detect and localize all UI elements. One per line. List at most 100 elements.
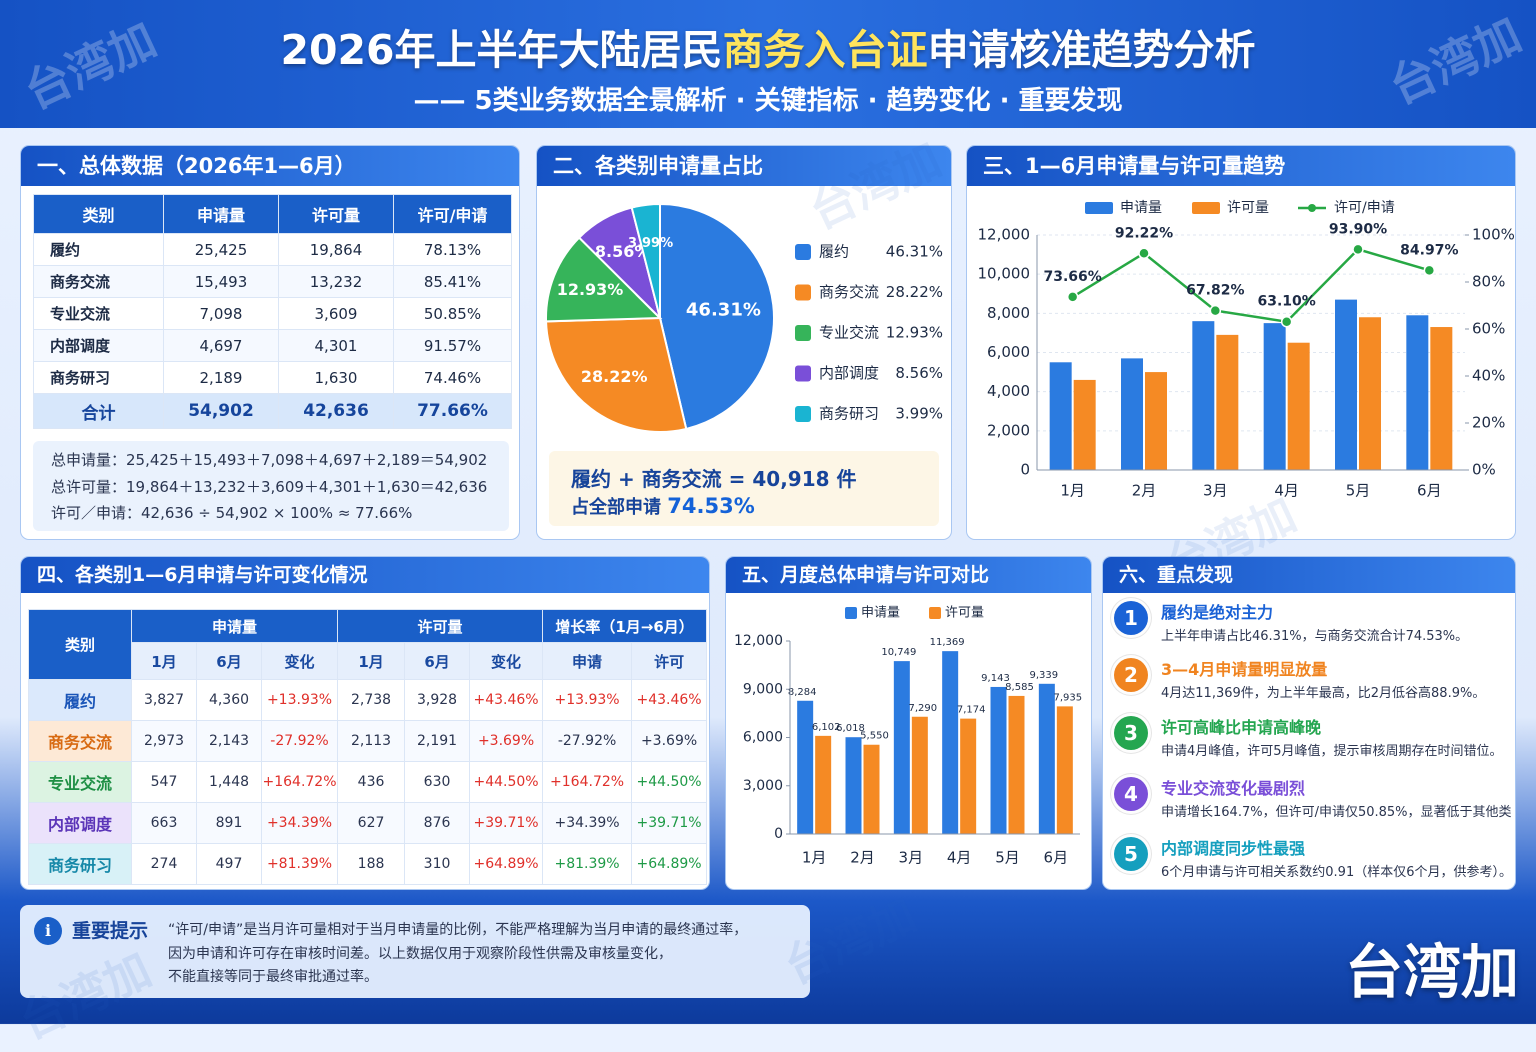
- table-cell: -27.92%: [260, 720, 339, 762]
- table-cell: +44.50%: [469, 761, 544, 803]
- finding-title: 许可高峰比申请高峰晚: [1161, 718, 1322, 737]
- table-row: 商务交流 15,493 13,232 85.41%: [33, 265, 512, 298]
- table-row: 商务研习 2,189 1,630 74.46%: [33, 361, 512, 394]
- table-cell: 1,448: [196, 761, 262, 803]
- header-cell: 申请量: [163, 194, 279, 234]
- table-cell: 3,609: [278, 297, 394, 330]
- table-cell: +64.89%: [469, 843, 544, 885]
- title-highlight: 商务入台证: [722, 26, 928, 74]
- category-cell: 履约: [33, 233, 164, 266]
- table-cell: +43.46%: [469, 679, 544, 721]
- table-cell: 3,827: [131, 679, 197, 721]
- table-cell: 3,928: [404, 679, 471, 721]
- table-cell: 310: [404, 843, 471, 885]
- sub-header: 6月: [404, 642, 471, 680]
- table-cell: 19,864: [278, 233, 394, 266]
- category-cell: 内部调度: [28, 802, 132, 844]
- panel-title: 四、各类别1—6月申请与许可变化情况: [21, 557, 709, 593]
- finding-text: 6个月申请与许可相关系数约0.91（样本仅6个月，供参考）。: [1161, 865, 1512, 880]
- finding-number: 2: [1114, 658, 1148, 692]
- table-cell: 4,697: [163, 329, 279, 362]
- change-table: 类别 申请量 许可量 增长率（1月→6月） 1月 6月 变化 1月 6月 变化 申请 许可 履约 3,82…: [28, 609, 708, 885]
- group-header: 许可量: [337, 609, 544, 643]
- logo: 台湾加: [1345, 938, 1520, 1006]
- category-cell: 商务交流: [28, 720, 132, 762]
- finding-number: 4: [1114, 777, 1148, 811]
- group-header: 申请量: [130, 609, 339, 643]
- overview-table: 类别 申请量 许可量 许可/申请 履约 25,425 19,864 78.13% 商务交流 15,…: [33, 194, 512, 429]
- finding-number: 3: [1114, 716, 1148, 750]
- formula: 总申请量：25,425＋15,493＋7,098＋4,697＋2,189＝54,…: [51, 451, 488, 469]
- panel-title: 三、1—6月申请量与许可量趋势: [967, 146, 1515, 186]
- table-cell: +81.39%: [542, 843, 633, 885]
- formula-box: 总申请量：25,425＋15,493＋7,098＋4,697＋2,189＝54,…: [33, 441, 509, 531]
- header-cell: 许可/申请: [393, 194, 512, 234]
- table-cell: 627: [337, 802, 406, 844]
- notice-line: “许可/申请”是当月许可量相对于当月申请量的比例，不能严格理解为当月申请的最终通…: [168, 922, 748, 938]
- table-row: 商务研习 274 497 +81.39% 188 310 +64.89% +81.39% +64…: [28, 843, 708, 885]
- sub-header: 1月: [131, 642, 197, 680]
- notice-title: 重要提示: [72, 920, 149, 942]
- notice-text: “许可/申请”是当月许可量相对于当月申请量的比例，不能严格理解为当月申请的最终通…: [168, 919, 747, 990]
- sub-header: 6月: [196, 642, 262, 680]
- table-row: 专业交流 7,098 3,609 50.85%: [33, 297, 512, 330]
- summary-line: 占全部申请 74.53%: [571, 493, 755, 519]
- category-cell: 专业交流: [33, 297, 164, 330]
- header: 2026年上半年大陆居民商务入台证申请核准趋势分析 —— 5类业务数据全景解析 …: [0, 0, 1536, 128]
- table-cell: +39.71%: [631, 802, 708, 844]
- finding-title: 专业交流变化最剧烈: [1161, 779, 1306, 798]
- table-cell: 13,232: [278, 265, 394, 298]
- table-row: 合计 54,902 42,636 77.66%: [33, 393, 512, 429]
- table-cell: +3.69%: [469, 720, 544, 762]
- summary-box: 履约 + 商务交流 = 40,918 件 占全部申请 74.53%: [549, 451, 939, 526]
- finding-title: 3—4月申请量明显放量: [1161, 660, 1328, 679]
- table-cell: 74.46%: [393, 361, 512, 394]
- table-cell: 50.85%: [393, 297, 512, 330]
- category-cell: 合计: [33, 393, 164, 429]
- table-cell: +34.39%: [260, 802, 339, 844]
- table-cell: 4,301: [278, 329, 394, 362]
- table-cell: 2,191: [404, 720, 471, 762]
- finding-text: 上半年申请占比46.31%，与商务交流合计74.53%。: [1161, 629, 1469, 644]
- notice-box: i 重要提示 “许可/申请”是当月许可量相对于当月申请量的比例，不能严格理解为当…: [20, 905, 810, 998]
- change-panel: 四、各类别1—6月申请与许可变化情况 类别 申请量 许可量 增长率（1月→6月） 1月 6…: [20, 556, 710, 890]
- finding-number: 5: [1114, 837, 1148, 871]
- table-row: 专业交流 547 1,448 +164.72% 436 630 +44.50% +164.72…: [28, 761, 708, 803]
- notice-line: 因为申请和许可存在审核时间差。以上数据仅用于观察阶段性供需及审核量变化，: [168, 945, 672, 962]
- page-title: 2026年上半年大陆居民商务入台证申请核准趋势分析: [0, 16, 1536, 76]
- table-cell: 2,113: [337, 720, 406, 762]
- notice-line: 不能直接等同于最终审批通过率。: [168, 969, 378, 985]
- trend-panel: 三、1—6月申请量与许可量趋势: [966, 145, 1516, 540]
- finding-title: 履约是绝对主力: [1161, 603, 1274, 622]
- table-cell: 891: [196, 802, 262, 844]
- finding-text: 申请增长164.7%，但许可/申请仅50.85%，显著低于其他类: [1161, 805, 1512, 820]
- table-cell: 15,493: [163, 265, 279, 298]
- table-row: 内部调度 663 891 +34.39% 627 876 +39.71% +34.39% +39…: [28, 802, 708, 844]
- table-cell: +13.93%: [542, 679, 633, 721]
- category-cell: 商务研习: [28, 843, 132, 885]
- summary-label: 占全部申请: [571, 497, 661, 518]
- table-cell: 2,738: [337, 679, 406, 721]
- table-cell: 2,973: [131, 720, 197, 762]
- subtitle: —— 5类业务数据全景解析 · 关键指标 · 趋势变化 · 重要发现: [413, 86, 1123, 116]
- table-row: 商务交流 2,973 2,143 -27.92% 2,113 2,191 +3.69% -27…: [28, 720, 708, 762]
- table-cell: 188: [337, 843, 406, 885]
- title-part: 申请核准趋势分析: [927, 26, 1256, 74]
- header-row: 类别 申请量 许可量 许可/申请: [33, 194, 512, 234]
- group-header: 增长率（1月→6月）: [542, 609, 708, 643]
- sub-header: 许可: [631, 642, 708, 680]
- group-row: 类别 申请量 许可量 增长率（1月→6月）: [28, 609, 708, 680]
- table-cell: 91.57%: [393, 329, 512, 362]
- table-cell: 85.41%: [393, 265, 512, 298]
- table-cell: 2,189: [163, 361, 279, 394]
- summary-value: 74.53%: [667, 494, 755, 518]
- header-cell: 类别: [33, 194, 164, 234]
- panel-title: 一、总体数据（2026年1—6月）: [21, 146, 519, 186]
- header-cell: 许可量: [278, 194, 394, 234]
- sub-header: 变化: [469, 642, 544, 680]
- finding-title: 内部调度同步性最强: [1161, 839, 1306, 858]
- info-icon: i: [34, 917, 62, 945]
- finding-text: 4月达11,369件，为上半年最高，比2月低谷高88.9%。: [1161, 686, 1486, 701]
- sub-header: 变化: [260, 642, 339, 680]
- sub-row: 1月 6月 变化 1月 6月 变化 申请 许可: [29, 642, 708, 680]
